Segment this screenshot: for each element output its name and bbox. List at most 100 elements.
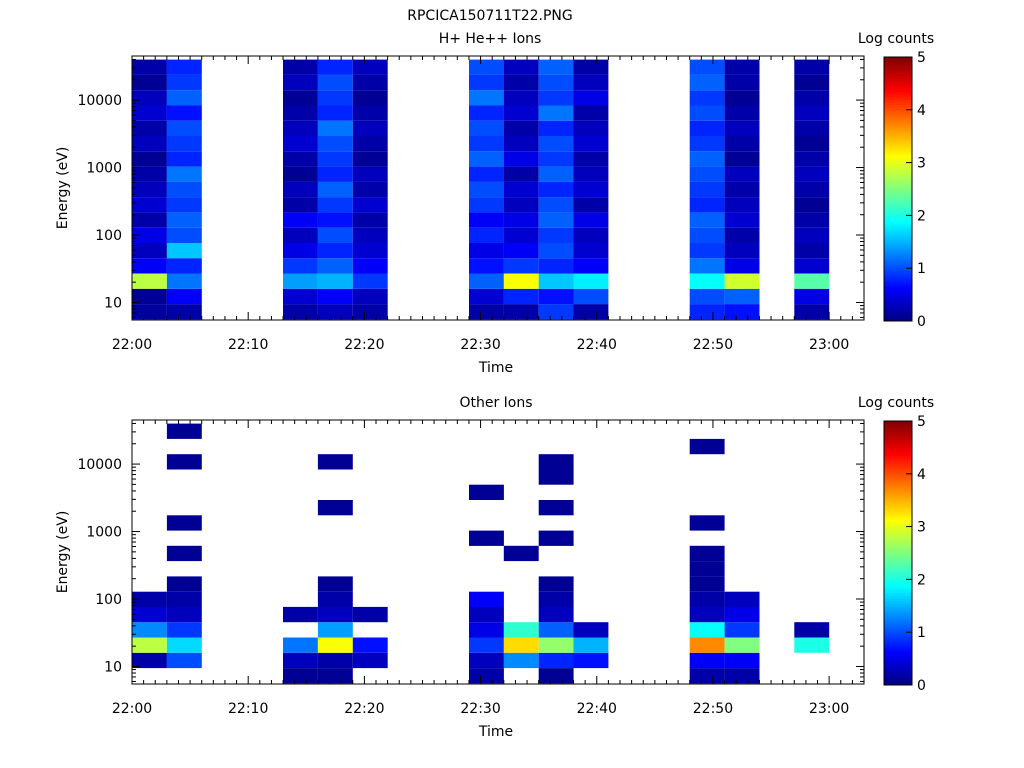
heatmap-cell xyxy=(352,258,388,274)
x-tick-label: 22:30 xyxy=(460,337,500,353)
heatmap-cell xyxy=(132,258,167,274)
heatmap-cell xyxy=(317,652,353,669)
heatmap-cell xyxy=(166,74,202,91)
colorbar-swatch xyxy=(884,531,912,535)
heatmap-cell xyxy=(132,90,167,106)
heatmap-cell xyxy=(724,637,760,653)
figure-title: RPCICA150711T22.PNG xyxy=(407,8,572,24)
heatmap-cell xyxy=(503,258,539,274)
colorbar-swatch xyxy=(884,584,912,588)
heatmap-cell xyxy=(283,181,318,198)
heatmap-cell xyxy=(573,242,609,259)
y-tick-label: 10 xyxy=(104,295,122,311)
colorbar-swatch xyxy=(884,637,912,641)
colorbar-swatch xyxy=(884,83,912,87)
colorbar-swatch xyxy=(884,682,912,686)
colorbar-swatch xyxy=(884,72,912,76)
heatmap-cell xyxy=(573,151,609,167)
heatmap-cell xyxy=(317,74,353,91)
x-tick-label: 23:00 xyxy=(809,701,849,717)
colorbar-swatch xyxy=(884,181,912,185)
heatmap-cell xyxy=(166,166,202,182)
heatmap-cell xyxy=(352,288,388,305)
colorbar-swatch xyxy=(884,624,912,628)
colorbar-swatch xyxy=(884,255,912,259)
colorbar-swatch xyxy=(884,138,912,142)
colorbar-swatch xyxy=(884,426,912,430)
colorbar-swatch xyxy=(884,141,912,145)
colorbar-swatch xyxy=(884,534,912,538)
colorbar-swatch xyxy=(884,600,912,604)
colorbar-swatch xyxy=(884,310,912,314)
heatmap-cell xyxy=(283,105,318,121)
colorbar-label: Log counts xyxy=(858,395,934,411)
colorbar-swatch xyxy=(884,547,912,551)
colorbar-swatch xyxy=(884,642,912,646)
colorbar-swatch xyxy=(884,428,912,432)
colorbar-tick-label: 5 xyxy=(917,50,926,66)
colorbar-swatch xyxy=(884,223,912,227)
heatmap-cell xyxy=(166,151,202,167)
colorbar-swatch xyxy=(884,215,912,219)
heatmap-cell xyxy=(352,166,388,182)
heatmap-cell xyxy=(794,90,830,106)
heatmap-cell xyxy=(538,242,574,259)
heatmap-cell xyxy=(724,273,760,289)
colorbar-swatch xyxy=(884,159,912,163)
heatmap-cell xyxy=(503,74,539,91)
heatmap-cell xyxy=(166,652,202,669)
colorbar-swatch xyxy=(884,80,912,84)
colorbar-swatch xyxy=(884,468,912,472)
heatmap-cell xyxy=(166,288,202,305)
heatmap-cell xyxy=(689,652,725,669)
heatmap-cell xyxy=(166,591,202,607)
heatmap-cell xyxy=(794,59,830,75)
y-tick-label: 10000 xyxy=(77,93,122,109)
colorbar-swatch xyxy=(884,589,912,593)
heatmap-cell xyxy=(538,668,574,684)
colorbar-swatch xyxy=(884,574,912,578)
heatmap-cell xyxy=(317,242,353,259)
heatmap-cell xyxy=(689,515,725,531)
heatmap-cell xyxy=(132,622,167,638)
heatmap-cell xyxy=(689,668,725,684)
colorbar-swatch xyxy=(884,257,912,261)
colorbar-swatch xyxy=(884,239,912,243)
heatmap-cell xyxy=(724,668,760,684)
colorbar-swatch xyxy=(884,423,912,427)
heatmap-cell xyxy=(689,59,725,75)
heatmap-cell xyxy=(689,576,725,592)
colorbar: 0 1 2 3 4 5 xyxy=(883,414,926,694)
heatmap-cell xyxy=(724,304,760,320)
colorbar-tick-label: 0 xyxy=(917,678,926,694)
heatmap-cell xyxy=(352,151,388,167)
heatmap-cell xyxy=(352,181,388,198)
heatmap-cell xyxy=(166,197,202,213)
heatmap-cell xyxy=(283,151,318,167)
colorbar-swatch xyxy=(884,473,912,477)
heatmap-cell xyxy=(503,105,539,121)
colorbar-swatch xyxy=(884,191,912,195)
colorbar-swatch xyxy=(884,508,912,512)
colorbar-swatch xyxy=(884,626,912,630)
panel-title: H+ He++ Ions xyxy=(439,31,542,47)
heatmap-cell xyxy=(689,197,725,213)
colorbar-swatch xyxy=(884,186,912,190)
colorbar-swatch xyxy=(884,59,912,63)
heatmap-cell xyxy=(503,242,539,259)
heatmap-cell xyxy=(352,606,388,623)
heatmap-cell xyxy=(724,606,760,623)
colorbar-swatch xyxy=(884,194,912,198)
heatmap-cell xyxy=(573,90,609,106)
colorbar-swatch xyxy=(884,305,912,309)
colorbar-swatch xyxy=(884,247,912,251)
x-axis-ticks: 22:00 22:10 22:20 22:30 22:40 22:50 23:00 xyxy=(112,420,865,717)
colorbar-swatch xyxy=(884,64,912,68)
heatmap-cell xyxy=(166,105,202,121)
colorbar-swatch xyxy=(884,653,912,657)
heatmap-cell xyxy=(724,591,760,607)
heatmap-cell xyxy=(573,227,609,243)
heatmap-cell xyxy=(689,227,725,243)
colorbar-swatch xyxy=(884,666,912,670)
colorbar-swatch xyxy=(884,655,912,659)
